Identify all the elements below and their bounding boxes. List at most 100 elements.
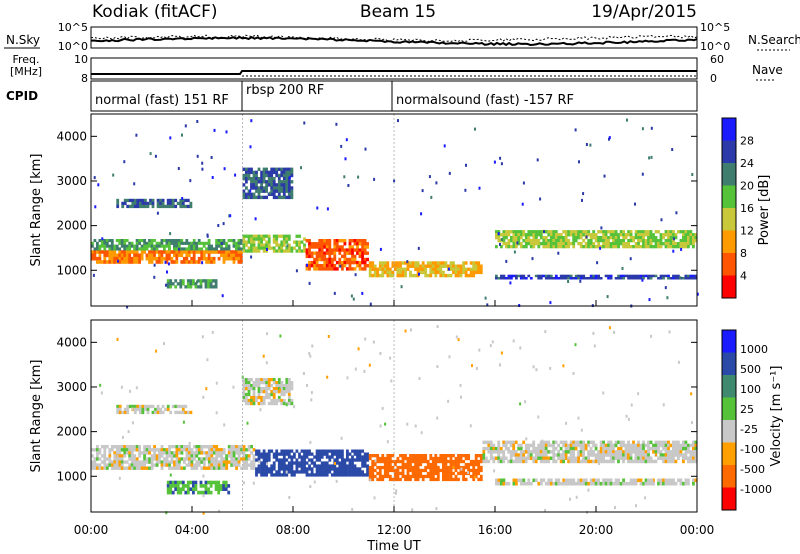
heatmap-cell: [250, 378, 253, 382]
heatmap-cell: [270, 186, 274, 190]
heatmap-cell: [310, 458, 314, 462]
heatmap-cell: [469, 462, 473, 467]
heatmap-cell: [175, 247, 179, 251]
heatmap-cell: [404, 267, 407, 271]
heatmap-cell: [383, 468, 387, 473]
heatmap-cell: [630, 403, 633, 407]
heatmap-cell: [170, 260, 174, 264]
heatmap-cell: [368, 468, 372, 473]
heatmap-cell: [442, 471, 445, 476]
heatmap-cell: [212, 445, 216, 449]
heatmap-cell: [547, 233, 551, 237]
heatmap-cell: [178, 457, 181, 461]
heatmap-cell: [262, 167, 266, 171]
heatmap-cell: [517, 478, 521, 483]
freq-unit-label: [MHz]: [10, 65, 42, 78]
heatmap-cell: [544, 274, 548, 278]
heatmap-cell: [602, 245, 605, 249]
heatmap-cell: [409, 474, 412, 479]
heatmap-cell: [672, 481, 675, 486]
heatmap-cell: [313, 260, 316, 265]
heatmap-cell: [202, 279, 205, 283]
heatmap-cell: [642, 277, 645, 280]
heatmap-cell: [110, 241, 114, 245]
heatmap-cell: [613, 330, 616, 334]
heatmap-cell: [454, 477, 458, 482]
heatmap-cell: [429, 474, 433, 479]
heatmap-cell: [210, 454, 214, 458]
heatmap-cell: [674, 450, 678, 454]
heatmap-cell: [346, 458, 349, 462]
heatmap-cell: [293, 473, 296, 477]
heatmap-cell: [197, 260, 201, 264]
heatmap-cell: [632, 274, 635, 278]
heatmap-cell: [589, 440, 593, 445]
heatmap-cell: [624, 450, 628, 454]
heatmap-cell: [479, 474, 483, 479]
heatmap-cell: [260, 467, 263, 471]
heatmap-cell: [509, 281, 512, 285]
heatmap-cell: [649, 456, 653, 460]
heatmap-cell: [229, 214, 232, 218]
heatmap-cell: [262, 354, 265, 358]
heatmap-cell: [622, 274, 625, 278]
heatmap-cell: [534, 446, 538, 451]
heatmap-cell: [682, 277, 685, 280]
heatmap-cell: [170, 250, 174, 254]
heatmap-cell: [123, 239, 127, 243]
heatmap-cell: [447, 399, 450, 403]
heatmap-cell: [621, 267, 624, 270]
colorbar-swatch: [722, 163, 736, 186]
heatmap-cell: [577, 230, 581, 234]
heatmap-cell: [116, 407, 120, 412]
heatmap-cell: [250, 240, 253, 244]
heatmap-cell: [133, 454, 137, 458]
heatmap-cell: [358, 242, 362, 246]
heatmap-cell: [672, 450, 675, 454]
heatmap-cell: [507, 274, 511, 278]
heatmap-cell: [479, 468, 483, 473]
heatmap-cell: [187, 250, 191, 254]
heatmap-cell: [318, 264, 322, 268]
heatmap-cell: [98, 244, 102, 248]
heatmap-cell: [98, 253, 102, 258]
heatmap-cell: [572, 245, 576, 249]
heatmap-cell: [242, 392, 246, 397]
heatmap-cell: [219, 487, 223, 491]
heatmap-cell: [328, 239, 332, 243]
heatmap-cell: [411, 468, 415, 473]
heatmap-cell: [602, 233, 605, 237]
heatmap-cell: [452, 459, 455, 464]
heatmap-cell: [505, 245, 508, 249]
heatmap-cell: [667, 242, 670, 246]
heatmap-cell: [235, 460, 238, 464]
heatmap-cell: [121, 204, 125, 209]
heatmap-cell: [318, 458, 322, 462]
heatmap-cell: [131, 198, 135, 203]
heatmap-cell: [547, 459, 551, 464]
heatmap-cell: [604, 450, 608, 454]
heatmap-cell: [414, 261, 417, 265]
heatmap-cell: [431, 465, 435, 470]
heatmap-cell: [604, 242, 608, 246]
heatmap-cell: [195, 448, 199, 452]
heatmap-cell: [98, 247, 102, 251]
heatmap-cell: [674, 446, 678, 451]
heatmap-cell: [133, 256, 136, 261]
heatmap-cell: [277, 398, 281, 403]
heatmap-cell: [449, 267, 453, 271]
heatmap-cell: [168, 253, 171, 258]
heatmap-cell: [285, 387, 289, 391]
heatmap-cell: [457, 264, 460, 268]
heatmap-cell: [444, 477, 448, 482]
heatmap-cell: [608, 326, 611, 330]
heatmap-cell: [609, 245, 613, 249]
heatmap-cell: [622, 245, 625, 249]
heatmap-cell: [454, 468, 458, 473]
heatmap-cell: [115, 239, 119, 243]
heatmap-cell: [424, 454, 428, 458]
heatmap-cell: [607, 443, 610, 448]
heatmap-cell: [207, 445, 211, 449]
heatmap-cell: [171, 198, 175, 203]
heatmap-cell: [330, 452, 334, 456]
